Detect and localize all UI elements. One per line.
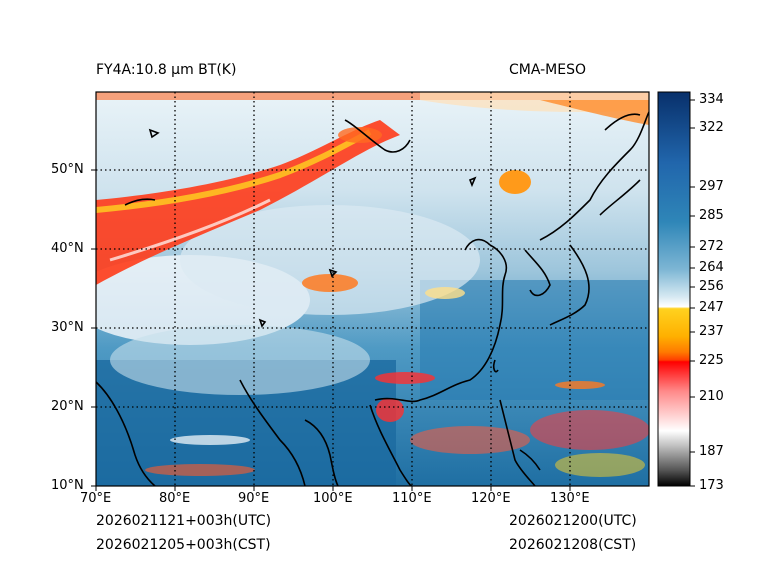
axis-ticks [91, 169, 571, 491]
lat-label-50n: 50°N [51, 162, 84, 177]
init-time-cst: 2026021205+003h(CST) [96, 537, 271, 553]
lon-label-100e: 100°E [313, 491, 353, 506]
valid-time-cst: 2026021208(CST) [509, 537, 637, 553]
init-time-utc: 2026021121+003h(UTC) [96, 513, 272, 529]
model-name: CMA-MESO [509, 62, 587, 78]
colorbar-label: 237 [699, 324, 724, 339]
valid-time-utc: 2026021200(UTC) [509, 513, 637, 529]
map-border [95, 91, 650, 487]
colorbar-label: 247 [699, 300, 724, 315]
lon-label-120e: 120°E [471, 491, 511, 506]
lat-label-40n: 40°N [51, 241, 84, 256]
lat-label-20n: 20°N [51, 399, 84, 414]
coastlines [96, 111, 649, 486]
colorbar-label: 187 [699, 444, 724, 459]
lat-label-10n: 10°N [51, 478, 84, 493]
colorbar-label: 264 [699, 260, 724, 275]
colorbar-label: 285 [699, 208, 724, 223]
brightness-temperature-field [96, 92, 649, 486]
colorbar-label: 334 [699, 92, 724, 107]
colorbar-label: 210 [699, 389, 724, 404]
lon-label-110e: 110°E [392, 491, 432, 506]
colorbar-label: 225 [699, 353, 724, 368]
colorbar [657, 91, 691, 487]
colorbar-label: 297 [699, 179, 724, 194]
colorbar-ticks [690, 99, 695, 487]
colorbar-label: 272 [699, 239, 724, 254]
lat-label-30n: 30°N [51, 320, 84, 335]
lon-label-130e: 130°E [550, 491, 590, 506]
colorbar-label: 256 [699, 279, 724, 294]
lon-label-70e: 70°E [80, 491, 112, 506]
colorbar-label: 173 [699, 478, 724, 493]
map-title: FY4A:10.8 μm BT(K) [96, 62, 237, 78]
lon-label-90e: 90°E [238, 491, 270, 506]
colorbar-label: 322 [699, 120, 724, 135]
lon-label-80e: 80°E [159, 491, 191, 506]
